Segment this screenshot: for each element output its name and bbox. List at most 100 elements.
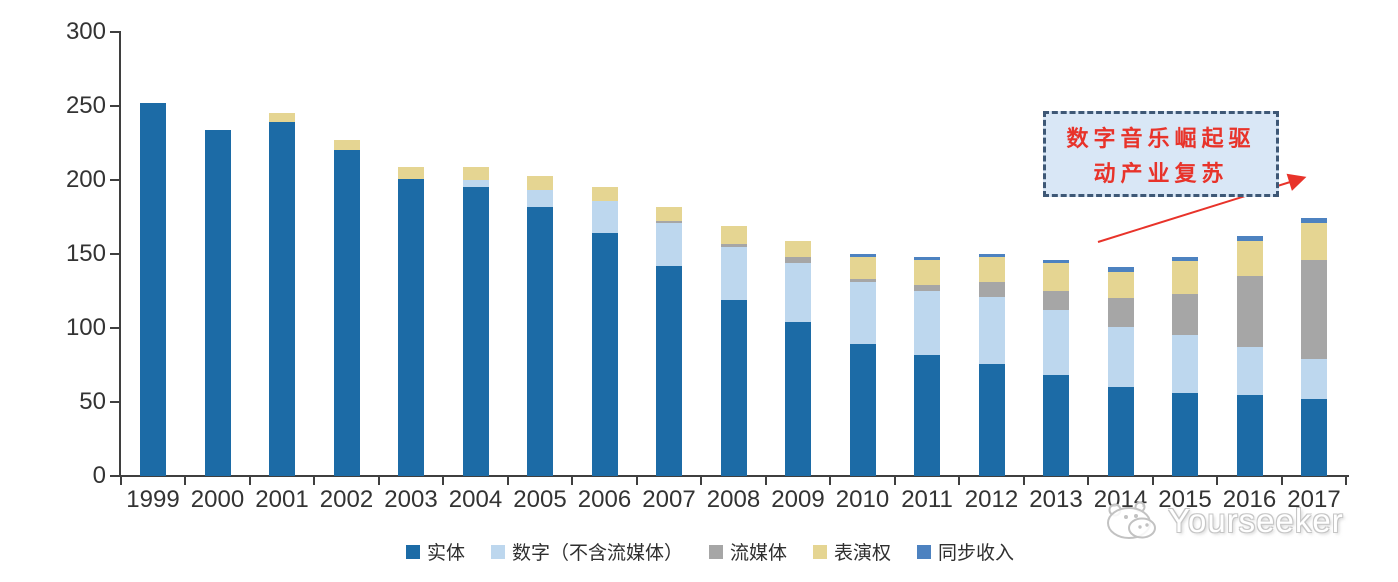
bar-segment-2006 bbox=[591, 233, 618, 476]
y-tick-label: 50 bbox=[79, 388, 106, 415]
bar-segment-2017 bbox=[1301, 399, 1327, 476]
bar-segment-2013 bbox=[1043, 259, 1069, 263]
bar-segment-2007 bbox=[656, 206, 682, 222]
x-tick bbox=[958, 476, 961, 485]
x-tick bbox=[1151, 476, 1154, 485]
bar-segment-2009 bbox=[785, 240, 811, 257]
bar-segment-2007 bbox=[656, 222, 682, 266]
bar-segment-2014 bbox=[1107, 271, 1134, 299]
legend-item: 同步收入 bbox=[917, 538, 1014, 565]
y-tick-label: 250 bbox=[65, 92, 106, 119]
x-axis bbox=[119, 475, 1349, 477]
x-category-label: 2010 bbox=[835, 486, 890, 513]
bar-segment-2010 bbox=[849, 256, 876, 280]
bar-segment-2011 bbox=[914, 259, 940, 286]
bar-segment-2004 bbox=[462, 187, 489, 476]
y-tick bbox=[110, 253, 120, 255]
y-tick-label: 100 bbox=[65, 314, 106, 341]
x-tick bbox=[506, 476, 509, 485]
x-tick bbox=[248, 476, 251, 485]
bar-segment-2009 bbox=[785, 322, 811, 476]
bar-segment-2012 bbox=[978, 363, 1005, 476]
bar-segment-2005 bbox=[527, 175, 553, 191]
legend-swatch bbox=[708, 544, 723, 559]
y-tick bbox=[110, 401, 120, 403]
legend-swatch bbox=[813, 544, 827, 559]
bar-segment-2008 bbox=[720, 299, 747, 476]
bar-segment-2015 bbox=[1172, 335, 1198, 394]
bar-segment-2015 bbox=[1172, 293, 1198, 336]
bar-segment-2013 bbox=[1043, 310, 1069, 376]
x-category-label: 1999 bbox=[126, 486, 180, 513]
bar-segment-2014 bbox=[1107, 267, 1134, 272]
bar-segment-1999 bbox=[140, 103, 166, 476]
bar-segment-2009 bbox=[785, 262, 811, 323]
bar-segment-2006 bbox=[591, 200, 618, 234]
bar-segment-2016 bbox=[1236, 347, 1263, 395]
bar-segment-2015 bbox=[1172, 261, 1198, 294]
bar-segment-2011 bbox=[914, 354, 940, 476]
bar-segment-2002 bbox=[333, 140, 360, 151]
bar-segment-2016 bbox=[1236, 236, 1263, 241]
x-category-label: 2009 bbox=[771, 486, 825, 513]
bar-segment-2015 bbox=[1172, 393, 1198, 476]
x-category-label: 2000 bbox=[190, 486, 245, 513]
bar-segment-2016 bbox=[1236, 276, 1263, 348]
bar-segment-2005 bbox=[527, 190, 553, 207]
legend-item: 实体 bbox=[405, 538, 465, 565]
bar-segment-2004 bbox=[462, 166, 489, 180]
x-category-label: 2001 bbox=[255, 486, 309, 513]
bar-segment-2011 bbox=[914, 291, 940, 355]
x-tick bbox=[1216, 476, 1219, 485]
x-category-label: 2012 bbox=[964, 486, 1019, 513]
legend-item: 数字（不含流媒体） bbox=[490, 538, 683, 565]
bar-segment-2012 bbox=[978, 256, 1005, 283]
bar-segment-2014 bbox=[1107, 326, 1134, 388]
x-tick bbox=[571, 476, 574, 485]
legend-label: 同步收入 bbox=[938, 543, 1015, 564]
bar-segment-2014 bbox=[1107, 387, 1134, 476]
x-category-label: 2003 bbox=[384, 486, 438, 513]
bar-segment-2012 bbox=[978, 282, 1005, 297]
bar-segment-2008 bbox=[720, 246, 747, 300]
x-tick bbox=[119, 476, 122, 485]
bar-segment-2003 bbox=[398, 178, 424, 476]
x-category-label: 2016 bbox=[1222, 486, 1277, 513]
bar-segment-2017 bbox=[1301, 218, 1327, 223]
annotation-callout: 数字音乐崛起驱 动产业复苏 bbox=[1043, 111, 1279, 197]
bar-segment-2010 bbox=[849, 282, 876, 345]
legend-label: 流媒体 bbox=[729, 543, 787, 564]
bar-segment-2012 bbox=[978, 254, 1005, 257]
bar-segment-2005 bbox=[527, 206, 553, 476]
x-tick bbox=[184, 476, 187, 485]
y-tick bbox=[110, 475, 120, 477]
y-tick-label: 0 bbox=[92, 462, 106, 489]
legend-label: 表演权 bbox=[834, 543, 892, 564]
x-tick bbox=[1345, 476, 1348, 485]
bar-segment-2007 bbox=[656, 265, 682, 476]
bar-segment-2014 bbox=[1107, 298, 1134, 327]
x-tick bbox=[1280, 476, 1283, 485]
bar-segment-2003 bbox=[398, 166, 424, 179]
bar-segment-2013 bbox=[1043, 375, 1069, 476]
x-category-label: 2017 bbox=[1287, 486, 1341, 513]
bar-segment-2001 bbox=[269, 122, 295, 476]
x-tick bbox=[764, 476, 767, 485]
bar-segment-2006 bbox=[591, 187, 618, 201]
bar-segment-2008 bbox=[720, 225, 747, 244]
x-category-label: 2013 bbox=[1029, 486, 1083, 513]
bar-segment-2004 bbox=[462, 180, 489, 188]
bar-segment-2000 bbox=[204, 129, 231, 476]
y-tick-label: 300 bbox=[65, 18, 106, 45]
legend-label: 实体 bbox=[426, 543, 465, 564]
x-category-label: 2006 bbox=[577, 486, 632, 513]
x-tick bbox=[1087, 476, 1090, 485]
x-category-label: 2002 bbox=[319, 486, 374, 513]
bar-segment-2008 bbox=[720, 243, 747, 247]
x-category-label: 2005 bbox=[513, 486, 567, 513]
x-category-label: 2015 bbox=[1158, 486, 1212, 513]
y-tick-label: 200 bbox=[65, 166, 106, 193]
x-tick bbox=[377, 476, 380, 485]
